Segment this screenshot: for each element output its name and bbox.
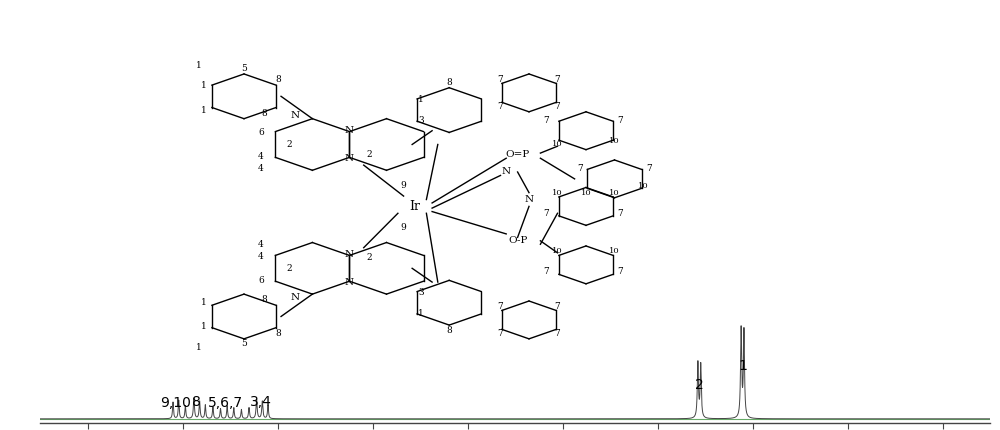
Text: 1: 1 xyxy=(739,359,747,373)
Text: N: N xyxy=(345,126,354,135)
Text: 7: 7 xyxy=(555,102,560,111)
Text: N: N xyxy=(524,195,534,204)
Text: 7: 7 xyxy=(617,116,623,125)
Text: 7: 7 xyxy=(577,164,583,173)
Text: 7: 7 xyxy=(498,102,503,111)
Text: 1: 1 xyxy=(196,61,201,70)
Text: 7: 7 xyxy=(543,209,549,218)
Text: N: N xyxy=(345,278,354,286)
Text: 3: 3 xyxy=(418,116,424,125)
Text: 3: 3 xyxy=(418,288,424,297)
Text: 7: 7 xyxy=(617,267,623,276)
Text: 7: 7 xyxy=(543,267,549,276)
Text: N: N xyxy=(291,293,300,302)
Text: 8: 8 xyxy=(275,329,281,338)
Text: 7: 7 xyxy=(646,164,652,173)
Text: 10: 10 xyxy=(609,137,620,145)
Text: 4: 4 xyxy=(258,252,264,261)
Text: 5: 5 xyxy=(241,340,247,348)
Text: 8: 8 xyxy=(261,109,267,118)
Text: 9,10: 9,10 xyxy=(160,396,191,410)
Text: 7: 7 xyxy=(555,302,560,310)
Text: 1: 1 xyxy=(201,298,207,307)
Text: 6: 6 xyxy=(258,128,264,137)
Text: 2: 2 xyxy=(287,264,292,273)
Text: 5,6,7: 5,6,7 xyxy=(208,396,243,410)
Text: 7: 7 xyxy=(543,116,549,125)
Text: 2: 2 xyxy=(287,140,292,149)
Text: 7: 7 xyxy=(498,329,503,338)
Text: 5: 5 xyxy=(241,64,247,73)
Text: 7: 7 xyxy=(498,302,503,310)
Text: 6: 6 xyxy=(258,276,264,285)
Text: N: N xyxy=(345,154,354,163)
Text: 10: 10 xyxy=(552,141,563,148)
Text: 8: 8 xyxy=(446,326,452,335)
Text: O=P: O=P xyxy=(505,150,530,159)
Text: 10: 10 xyxy=(638,182,648,190)
Text: 7: 7 xyxy=(555,75,560,83)
Text: 8: 8 xyxy=(192,396,201,409)
Text: 3,4: 3,4 xyxy=(249,395,271,409)
Text: 7: 7 xyxy=(617,209,623,218)
Text: 9: 9 xyxy=(401,223,406,231)
Text: O-P: O-P xyxy=(508,237,527,245)
Text: 4: 4 xyxy=(258,240,264,249)
Text: 10: 10 xyxy=(552,189,563,197)
Text: Ir: Ir xyxy=(410,200,420,213)
Text: 10: 10 xyxy=(609,189,620,197)
Text: 1: 1 xyxy=(418,309,424,317)
Text: 2: 2 xyxy=(367,150,372,159)
Text: 1: 1 xyxy=(196,343,201,352)
Text: 1: 1 xyxy=(418,95,424,104)
Text: 8: 8 xyxy=(275,75,281,83)
Text: 2: 2 xyxy=(367,254,372,262)
Text: 1: 1 xyxy=(201,82,207,90)
Text: 7: 7 xyxy=(555,329,560,338)
Text: 7: 7 xyxy=(498,75,503,83)
Text: 2: 2 xyxy=(695,378,704,392)
Text: 9: 9 xyxy=(401,181,406,190)
Text: 8: 8 xyxy=(446,78,452,87)
Text: N: N xyxy=(291,111,300,120)
Text: 10: 10 xyxy=(581,189,591,197)
Text: N: N xyxy=(345,250,354,259)
Text: 4: 4 xyxy=(258,164,264,173)
Text: 1: 1 xyxy=(201,106,207,114)
Text: 8: 8 xyxy=(261,295,267,304)
Text: 1: 1 xyxy=(201,322,207,331)
Text: N: N xyxy=(502,168,511,176)
Text: 10: 10 xyxy=(552,247,563,255)
Text: 4: 4 xyxy=(258,152,264,161)
Text: 10: 10 xyxy=(609,247,620,255)
